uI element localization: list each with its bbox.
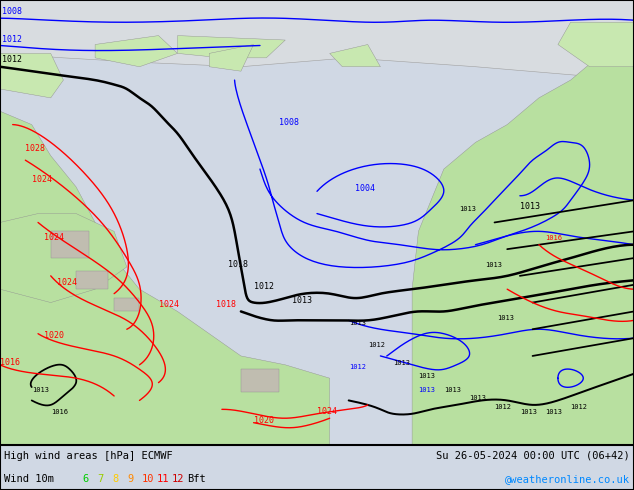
Text: 1013: 1013: [520, 202, 540, 211]
Polygon shape: [412, 36, 634, 445]
Text: 1012: 1012: [495, 404, 512, 410]
Text: 1018: 1018: [216, 300, 236, 309]
Text: 1013: 1013: [292, 295, 312, 305]
Text: Su 26-05-2024 00:00 UTC (06+42): Su 26-05-2024 00:00 UTC (06+42): [436, 451, 630, 461]
Polygon shape: [0, 111, 330, 445]
Text: 1008: 1008: [2, 7, 22, 16]
Text: 1012: 1012: [368, 342, 385, 348]
Text: 9: 9: [127, 474, 133, 484]
Text: 1024: 1024: [44, 233, 65, 242]
Text: 1016: 1016: [545, 235, 562, 241]
Text: 1013: 1013: [545, 409, 562, 415]
Text: 8: 8: [112, 474, 119, 484]
Text: 1013: 1013: [418, 387, 436, 392]
Text: 1020: 1020: [254, 416, 274, 425]
Text: 1013: 1013: [520, 409, 537, 415]
Text: 1013: 1013: [498, 316, 515, 321]
Text: 1012: 1012: [254, 282, 274, 291]
Text: 1013: 1013: [469, 395, 486, 401]
Polygon shape: [330, 45, 380, 67]
Text: 1013: 1013: [444, 387, 461, 392]
Text: @weatheronline.co.uk: @weatheronline.co.uk: [505, 474, 630, 484]
Text: 6: 6: [82, 474, 88, 484]
Polygon shape: [0, 0, 634, 80]
Text: 1024: 1024: [317, 407, 337, 416]
Text: High wind areas [hPa] ECMWF: High wind areas [hPa] ECMWF: [4, 451, 172, 461]
Text: 11: 11: [157, 474, 169, 484]
Text: Bft: Bft: [187, 474, 206, 484]
Text: 1024: 1024: [57, 278, 77, 287]
Polygon shape: [0, 214, 127, 302]
Bar: [76, 271, 108, 289]
Text: 1012: 1012: [2, 55, 22, 64]
Text: 1028: 1028: [25, 144, 46, 153]
Text: 1012: 1012: [349, 364, 366, 370]
Text: 1008: 1008: [279, 118, 299, 126]
Text: 1018: 1018: [228, 260, 249, 269]
Text: 1013: 1013: [418, 373, 436, 379]
Text: 1012: 1012: [2, 35, 22, 45]
Text: 7: 7: [97, 474, 103, 484]
Bar: [241, 369, 279, 392]
Polygon shape: [178, 36, 285, 58]
Text: 1012: 1012: [571, 404, 588, 410]
Polygon shape: [209, 45, 254, 71]
Polygon shape: [95, 36, 178, 67]
Polygon shape: [558, 22, 634, 67]
Text: 1016: 1016: [51, 409, 68, 415]
Text: 1024: 1024: [158, 300, 179, 309]
Text: 1016: 1016: [0, 358, 20, 367]
Text: 1013: 1013: [485, 262, 502, 268]
Text: 1013: 1013: [460, 206, 477, 212]
Text: Wind 10m: Wind 10m: [4, 474, 54, 484]
Text: 1013: 1013: [349, 320, 366, 326]
Bar: [114, 298, 139, 312]
Text: 1013: 1013: [32, 387, 49, 392]
Text: 1024: 1024: [32, 175, 52, 184]
Text: 1004: 1004: [355, 184, 375, 194]
Polygon shape: [0, 53, 63, 98]
Text: 1020: 1020: [44, 331, 65, 340]
Text: 12: 12: [172, 474, 184, 484]
Text: 1013: 1013: [393, 360, 410, 366]
Text: 10: 10: [142, 474, 155, 484]
Bar: [51, 231, 89, 258]
